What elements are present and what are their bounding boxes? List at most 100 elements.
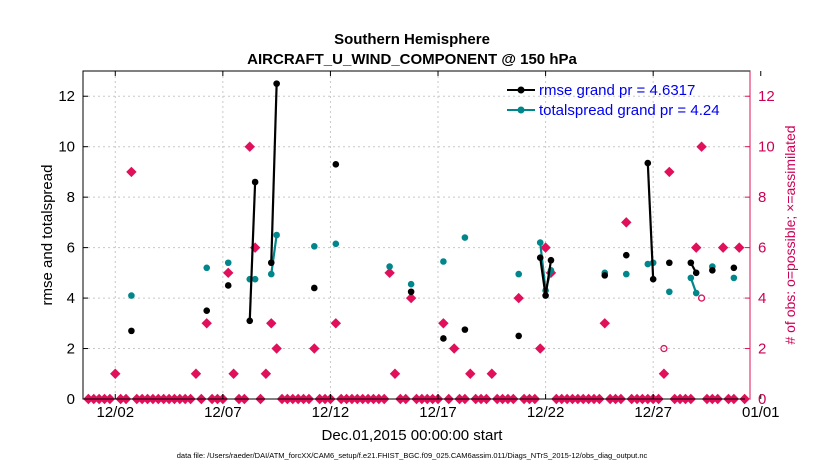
x-tick-label: 12/02 bbox=[97, 404, 135, 421]
obs-assimilated-marker bbox=[734, 242, 745, 253]
y-tick-label: 10 bbox=[58, 139, 75, 156]
obs-assimilated-marker bbox=[696, 141, 707, 152]
rmse-point bbox=[649, 275, 657, 283]
grid bbox=[83, 71, 750, 399]
obs-assimilated-marker bbox=[599, 318, 610, 329]
obs-assimilated-marker bbox=[228, 368, 239, 379]
rmse-point bbox=[203, 307, 211, 314]
rmse-point bbox=[542, 292, 549, 299]
obs-assimilated-marker bbox=[201, 318, 212, 329]
chart-title-line1: Southern Hemisphere bbox=[334, 31, 490, 48]
rmse-point bbox=[692, 269, 700, 277]
spread-point bbox=[203, 264, 211, 272]
x-tick-label: 12/27 bbox=[634, 404, 672, 421]
obs-assimilated-marker bbox=[535, 343, 546, 354]
rmse-point bbox=[224, 282, 232, 289]
rmse-point bbox=[251, 178, 259, 186]
spread-point bbox=[267, 270, 275, 278]
obs-assimilated-marker bbox=[126, 166, 137, 178]
y-tick-label: 0 bbox=[67, 391, 75, 408]
spread-point bbox=[407, 280, 415, 288]
rmse-point bbox=[730, 264, 738, 272]
chart-title-line2: AIRCRAFT_U_WIND_COMPONENT @ 150 hPa bbox=[247, 51, 577, 68]
spread-point bbox=[310, 243, 318, 250]
spread-point bbox=[666, 288, 673, 296]
obs-assimilated-marker bbox=[691, 242, 702, 253]
rmse-point bbox=[128, 327, 135, 335]
x-tick-label: 12/17 bbox=[419, 404, 457, 421]
obs-assimilated-marker bbox=[486, 368, 498, 379]
obs-assimilated-marker bbox=[621, 217, 632, 228]
rmse-line-segment bbox=[270, 83, 278, 263]
spread-point bbox=[386, 263, 393, 270]
rmse-line-segment bbox=[646, 163, 655, 280]
obs-assimilated-marker bbox=[190, 368, 202, 379]
obs-assimilated-marker bbox=[658, 368, 670, 379]
spread-point bbox=[515, 270, 523, 278]
y-tick-label: 6 bbox=[67, 240, 75, 257]
legend-rmse-label: rmse grand pr = 4.6317 bbox=[539, 82, 695, 99]
obs-assimilated-marker bbox=[405, 292, 417, 304]
spread-line-segment bbox=[270, 234, 278, 275]
legend-spread-marker bbox=[517, 106, 525, 114]
obs-assimilated-marker bbox=[309, 343, 320, 354]
axis-ticks: 12/02 12/07 12/12 12/17 12/22 12/27 01/0102468… bbox=[58, 71, 780, 421]
rmse-point bbox=[547, 256, 555, 264]
rmse-point bbox=[407, 288, 415, 296]
plot-frame bbox=[82, 70, 751, 400]
rmse-point bbox=[536, 254, 544, 262]
obs-assimilated-marker bbox=[330, 318, 342, 329]
rmse-point bbox=[461, 326, 469, 333]
obs-assimilated-marker bbox=[260, 368, 272, 379]
spread-point bbox=[536, 239, 544, 246]
rmse-point bbox=[622, 251, 630, 259]
obs-possible-marker bbox=[660, 344, 668, 353]
obs-assimilated-marker bbox=[110, 368, 121, 379]
y-tick-label: 12 bbox=[58, 88, 75, 105]
y2-tick-label: 12 bbox=[758, 88, 775, 105]
legend: rmse grand pr = 4.6317 totalspread grand… bbox=[507, 82, 720, 119]
spread-point bbox=[644, 260, 652, 268]
rmse-point bbox=[709, 267, 716, 274]
legend-spread-label: totalspread grand pr = 4.24 bbox=[539, 102, 720, 119]
rmse-point bbox=[267, 259, 275, 267]
obs-assimilated-marker bbox=[266, 318, 277, 329]
obs-assimilated-marker bbox=[384, 267, 395, 279]
spread-point bbox=[251, 275, 259, 283]
obs-assimilated-marker bbox=[513, 292, 524, 304]
y2-tick-label: 8 bbox=[758, 189, 766, 206]
x-tick-label: 12/12 bbox=[312, 404, 350, 421]
spread-point bbox=[224, 259, 232, 267]
rmse-point bbox=[246, 317, 254, 325]
y2-tick-label: 10 bbox=[758, 139, 775, 156]
rmse-point bbox=[332, 161, 340, 168]
obs-assimilated-marker bbox=[664, 166, 675, 178]
y-tick-label: 4 bbox=[67, 290, 75, 307]
rmse-line-segment bbox=[248, 181, 257, 321]
obs-assimilated-marker bbox=[223, 267, 234, 279]
spread-point bbox=[128, 292, 135, 299]
rmse-point bbox=[515, 332, 523, 340]
spread-point bbox=[687, 274, 695, 282]
x-tick-label: 12/22 bbox=[527, 404, 565, 421]
obs-assimilated-marker bbox=[448, 343, 460, 354]
y-axis-label: rmse and totalspread bbox=[39, 165, 56, 306]
y2-tick-label: 4 bbox=[758, 290, 766, 307]
rmse-point bbox=[601, 272, 609, 279]
spread-point bbox=[332, 240, 340, 248]
spread-point bbox=[440, 258, 447, 265]
obs-assimilated-marker bbox=[438, 318, 449, 329]
obs-possible-marker bbox=[697, 294, 706, 302]
rmse-point bbox=[440, 335, 447, 342]
data-file-footnote: data file: /Users/raeder/DAI/ATM_forcXX/… bbox=[177, 451, 648, 460]
spread-point bbox=[461, 234, 469, 241]
data-series bbox=[128, 80, 738, 342]
rmse-point bbox=[273, 80, 280, 87]
rmse-point bbox=[644, 159, 652, 167]
y-tick-label: 8 bbox=[67, 189, 75, 206]
rmse-point bbox=[666, 259, 673, 267]
spread-point bbox=[622, 270, 630, 278]
legend-rmse-marker bbox=[517, 86, 525, 94]
y2-axis-label: # of obs: o=possible; ×=assimilated bbox=[782, 125, 798, 344]
